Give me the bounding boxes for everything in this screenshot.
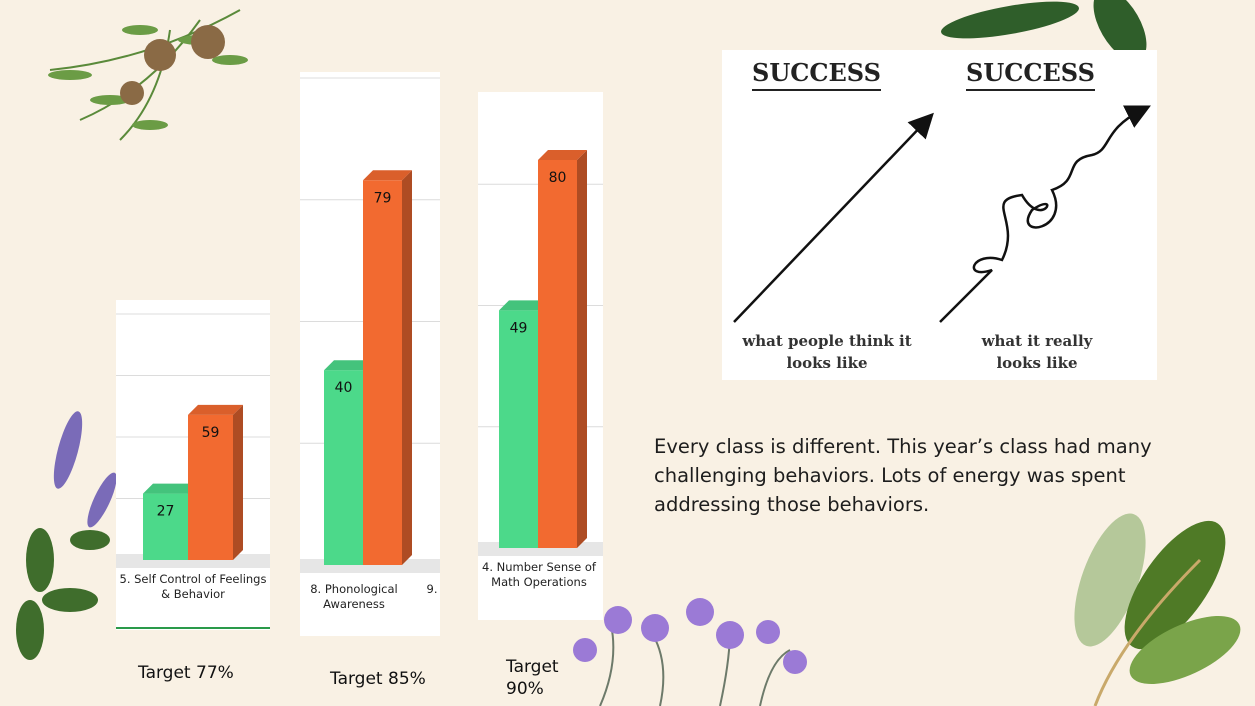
bar bbox=[538, 150, 587, 548]
data-label: 80 bbox=[549, 170, 567, 186]
bar-front bbox=[324, 370, 363, 565]
category-label: 8. Phonological Awareness bbox=[302, 582, 406, 612]
data-label: 59 bbox=[202, 425, 220, 441]
success-image: SUCCESS SUCCESS what people think it loo… bbox=[722, 50, 1157, 380]
data-label: 40 bbox=[335, 380, 353, 396]
category-label: 9. bbox=[424, 582, 440, 597]
chart-panel: 49 80 4. Number Sense of Math Operations bbox=[478, 92, 603, 620]
image-caption: what it really looks like bbox=[957, 330, 1117, 374]
data-label: 79 bbox=[374, 190, 392, 206]
bar bbox=[363, 170, 412, 565]
category-label: 4. Number Sense of Math Operations bbox=[480, 560, 598, 590]
paragraph: Every class is different. This year’s cl… bbox=[654, 432, 1194, 519]
chart: 49 80 bbox=[478, 92, 603, 620]
image-caption: what people think it looks like bbox=[727, 330, 927, 374]
target-label: Target 85% bbox=[330, 668, 450, 690]
target-label: Target 77% bbox=[138, 662, 258, 684]
chart-panel: 27 59 5. Self Control of Feelings & Behavi… bbox=[116, 300, 270, 630]
target-label: Target 90% bbox=[506, 656, 566, 700]
bar-side bbox=[577, 150, 587, 548]
category-label: 5. Self Control of Feelings & Behavior bbox=[116, 572, 270, 602]
bar-side bbox=[402, 170, 412, 565]
chart-panel: 40 79 8. Phonological Awareness 9. bbox=[300, 72, 440, 636]
bar-side bbox=[233, 405, 243, 560]
bar-front bbox=[499, 310, 538, 548]
data-label: 49 bbox=[510, 320, 528, 336]
slide: 27 59 5. Self Control of Feelings & Behavi… bbox=[0, 0, 1255, 706]
bar-front bbox=[363, 180, 402, 565]
chart: 40 79 bbox=[300, 72, 440, 636]
bar-front bbox=[538, 160, 577, 548]
underline bbox=[116, 627, 270, 629]
data-label: 27 bbox=[157, 504, 175, 520]
